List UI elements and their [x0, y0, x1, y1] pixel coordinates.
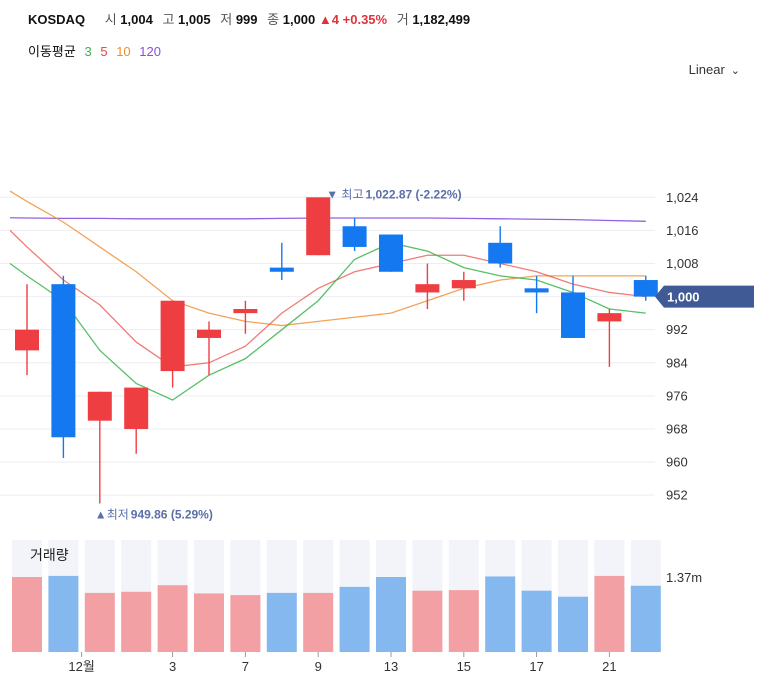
- y-tick-label: 976: [666, 388, 688, 403]
- ma-3-line: [9, 242, 646, 401]
- current-price-tag-shape: [655, 285, 754, 308]
- x-tick-label: 17: [529, 659, 543, 674]
- candle-body: [15, 329, 39, 351]
- volume-bar: [121, 591, 152, 652]
- max-marker-value: 1,022.87 (-2.22%): [366, 187, 462, 201]
- low-label: 저: [220, 12, 233, 27]
- chevron-down-icon: ⌄: [730, 65, 740, 77]
- open-label: 시: [104, 12, 117, 27]
- volume-bar: [194, 593, 224, 652]
- y-tick-label: 952: [666, 488, 688, 503]
- volume-bar: [84, 592, 115, 652]
- moving-average-legend: 이동평균 3 5 10 120: [28, 41, 166, 60]
- ma-10-legend[interactable]: 10: [116, 44, 131, 59]
- volume-bar: [12, 577, 42, 652]
- candle-body: [415, 284, 440, 293]
- ma-120-legend[interactable]: 120: [139, 44, 161, 59]
- x-tick-label: 9: [315, 659, 322, 674]
- min-marker-label: 최저: [107, 507, 129, 521]
- candle-body: [233, 309, 258, 314]
- symbol-name: KOSDAQ: [28, 12, 86, 27]
- high-label: 고: [162, 12, 175, 27]
- volume-bar: [230, 595, 261, 652]
- volume-bar: [339, 586, 370, 652]
- volume-bar: [376, 577, 406, 652]
- min-marker-arrow: ▲: [95, 507, 107, 521]
- change-percent: +0.35%: [342, 12, 388, 27]
- volume-bar: [303, 592, 334, 652]
- y-tick-label: 992: [666, 322, 688, 337]
- volume-bar: [412, 590, 443, 652]
- candle-body: [51, 284, 76, 438]
- high-value: 1,005: [178, 12, 211, 27]
- current-price-tag: 1,000: [655, 285, 754, 308]
- candle-body: [561, 292, 585, 338]
- y-tick-label: 960: [666, 455, 688, 470]
- volume-bar: [594, 575, 625, 652]
- y-tick-label: 1,008: [666, 256, 699, 271]
- candle-body: [87, 391, 112, 421]
- candle-body: [160, 300, 185, 372]
- x-tick-label: 21: [602, 659, 616, 674]
- candle-body: [379, 234, 403, 272]
- close-value: 1,000: [282, 12, 316, 27]
- moving-average-label: 이동평균: [28, 44, 76, 59]
- scale-selector-value: Linear: [688, 62, 725, 77]
- x-tick-label: 13: [384, 659, 398, 674]
- max-marker-label: 최고: [341, 187, 363, 201]
- scale-selector[interactable]: Linear ⌄: [689, 62, 740, 77]
- x-tick-label: 12월: [68, 659, 94, 674]
- y-tick-label: 1,024: [666, 190, 699, 205]
- candle-body: [633, 280, 658, 297]
- current-price-label: 1,000: [667, 290, 700, 305]
- volume-panel-title: 거래량: [30, 547, 69, 563]
- ma-5-line: [9, 229, 646, 368]
- volume-bar: [157, 585, 188, 652]
- candle-body: [124, 387, 149, 429]
- volume-bar: [630, 585, 661, 652]
- candle-body: [524, 288, 549, 293]
- volume-bar: [48, 575, 79, 652]
- y-tick-label: 1,016: [666, 223, 699, 238]
- y-tick-label: 984: [666, 355, 688, 370]
- volume-bar: [448, 590, 479, 652]
- volume-axis-label: 1.37m: [666, 570, 702, 585]
- change-value: ▲4: [318, 12, 340, 27]
- volume-label: 거: [396, 12, 409, 27]
- min-marker: ▲최저 949.86 (5.29%): [95, 507, 213, 521]
- ma-3-legend[interactable]: 3: [84, 44, 92, 59]
- volume-bar: [521, 590, 552, 652]
- candle-body: [197, 329, 221, 338]
- x-tick-label: 15: [457, 659, 471, 674]
- volume-bar: [266, 592, 297, 652]
- quote-header: KOSDAQ 시 1,004 고 1,005 저 999 종 1,000 ▲4 …: [28, 9, 470, 28]
- max-marker-arrow: ▼: [326, 187, 341, 201]
- candle-body: [488, 242, 513, 264]
- candle-body: [451, 280, 476, 289]
- ma-5-legend[interactable]: 5: [100, 44, 108, 59]
- candle-body: [306, 197, 331, 256]
- x-tick-label: 3: [169, 659, 176, 674]
- candle-body: [342, 226, 367, 247]
- candle-body: [269, 267, 294, 272]
- y-tick-label: 968: [666, 421, 688, 436]
- volume-value: 1,182,499: [412, 12, 471, 27]
- min-marker-value: 949.86 (5.29%): [131, 507, 213, 521]
- close-label: 종: [267, 12, 280, 27]
- volume-bar: [485, 576, 516, 652]
- max-marker: ▼ 최고 1,022.87 (-2.22%): [326, 187, 461, 201]
- open-value: 1,004: [120, 12, 153, 27]
- low-value: 999: [235, 12, 258, 27]
- candle-body: [597, 313, 622, 322]
- volume-bar: [558, 596, 588, 652]
- x-tick-label: 7: [242, 659, 249, 674]
